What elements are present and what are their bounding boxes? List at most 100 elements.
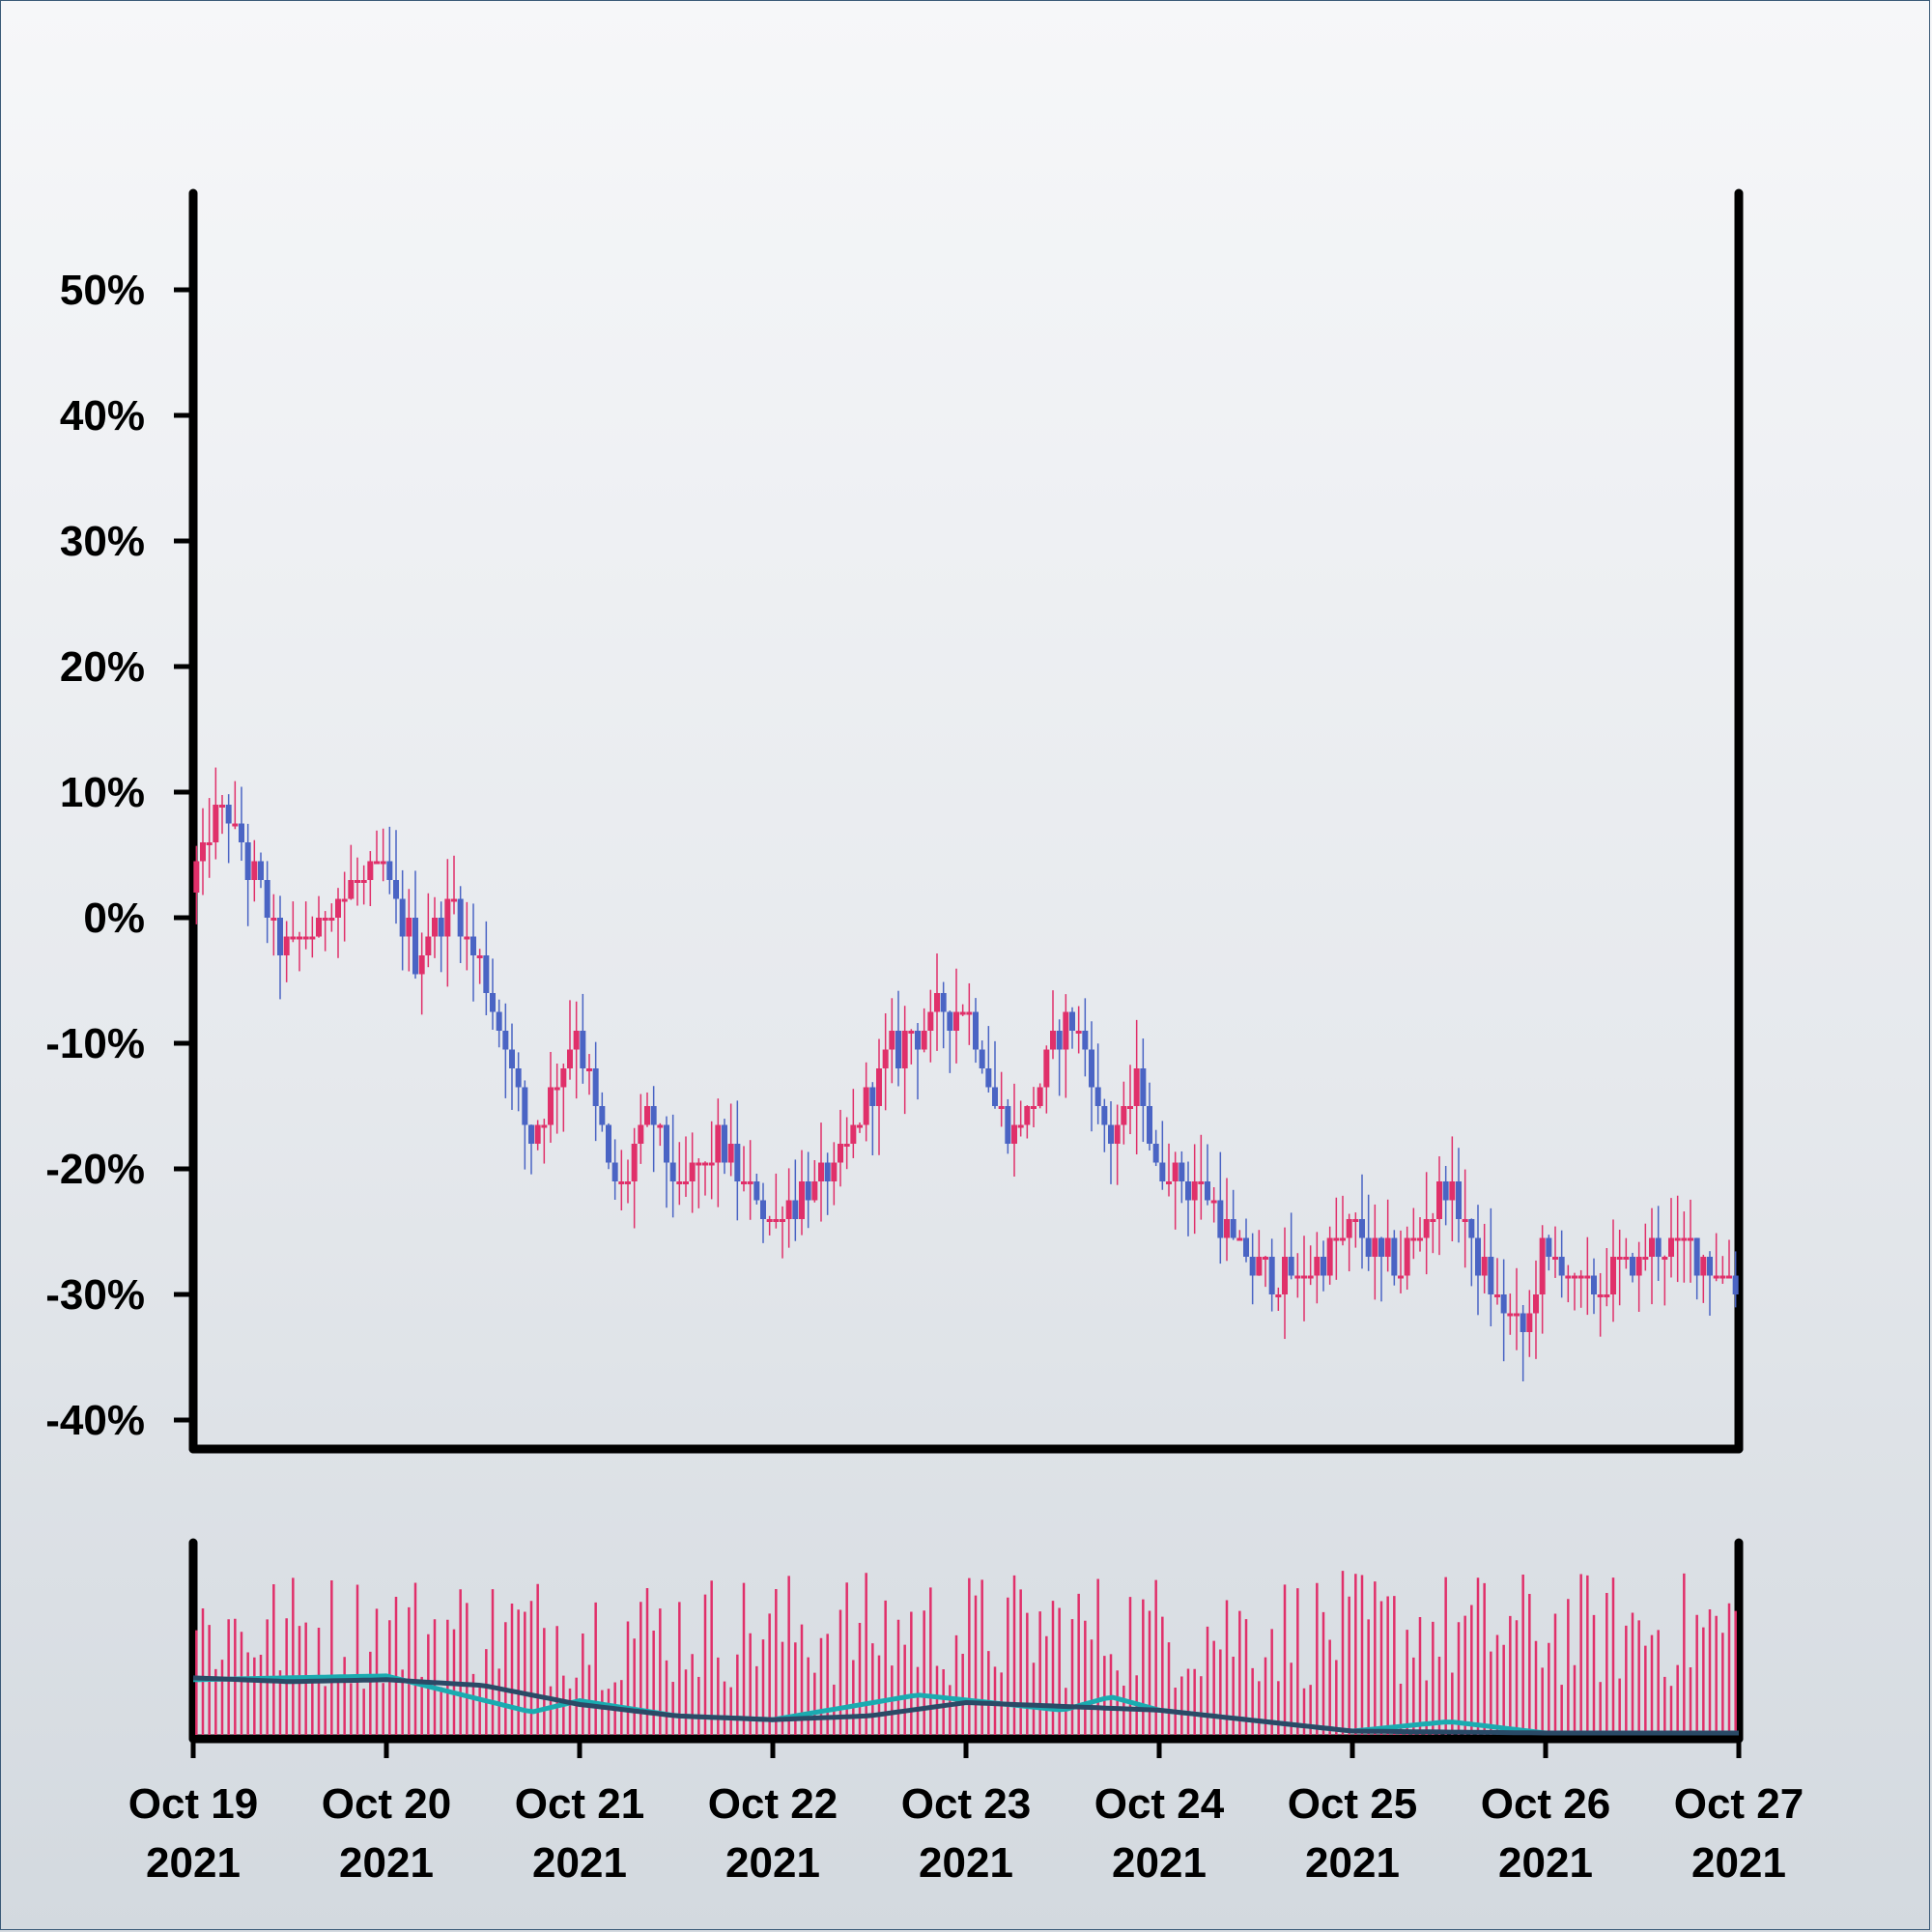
volume-axes xyxy=(188,1538,1744,1744)
candle-body xyxy=(1584,1275,1591,1279)
candle-body xyxy=(998,1106,1005,1109)
candle-body xyxy=(490,993,496,1012)
candle-body xyxy=(669,1162,676,1181)
candle-body xyxy=(1558,1257,1565,1276)
candle-body xyxy=(534,1124,541,1144)
candle-body xyxy=(1674,1237,1681,1241)
candle-body xyxy=(1462,1219,1468,1222)
candle-body xyxy=(341,898,348,902)
candle-body xyxy=(780,1219,785,1222)
candle-body xyxy=(193,861,200,893)
x-tick-label-date: Oct 25 xyxy=(1288,1780,1418,1828)
volume-ma-fast-line xyxy=(192,1673,1739,1736)
candle-body xyxy=(1108,1124,1114,1144)
candle-body xyxy=(1668,1237,1674,1257)
candle-body xyxy=(689,1162,696,1181)
candle-body xyxy=(1384,1237,1391,1257)
candle-body xyxy=(1179,1162,1185,1181)
volume-ma-slow-line xyxy=(192,1675,1739,1736)
candle-body xyxy=(1597,1294,1604,1297)
candle-body xyxy=(1205,1181,1210,1201)
candle-body xyxy=(753,1181,760,1201)
candle-body xyxy=(992,1087,998,1106)
candle-body xyxy=(554,1087,560,1091)
candle-body xyxy=(1577,1275,1584,1279)
candle-body xyxy=(451,898,457,902)
volume-moving-averages xyxy=(192,1673,1739,1736)
x-tick-label-date: Oct 22 xyxy=(708,1780,838,1828)
y-tick-label: 50% xyxy=(60,267,145,314)
x-tick-label-date: Oct 19 xyxy=(128,1780,259,1828)
candle-body xyxy=(592,1068,599,1106)
candle-body xyxy=(509,1049,515,1068)
candle-body xyxy=(722,1124,727,1163)
candle-body xyxy=(573,1031,580,1050)
candle-body xyxy=(1719,1275,1726,1279)
candle-body xyxy=(953,1011,959,1031)
candle-body xyxy=(1417,1237,1423,1241)
candle-body xyxy=(1017,1124,1024,1128)
candle-body xyxy=(1449,1181,1456,1201)
candle-body xyxy=(283,936,290,955)
candle-body xyxy=(1152,1144,1159,1163)
candle-body xyxy=(1610,1257,1616,1294)
candle-body xyxy=(1147,1106,1152,1144)
volume-bars xyxy=(195,1571,1737,1735)
candle-body xyxy=(1539,1237,1546,1294)
candle-body xyxy=(1031,1106,1037,1109)
candle-body xyxy=(1236,1237,1243,1241)
candle-body xyxy=(219,805,225,808)
candle-body xyxy=(1732,1275,1739,1294)
candle-body xyxy=(727,1144,734,1163)
candle-body xyxy=(464,936,470,940)
candle-body xyxy=(1526,1313,1533,1332)
candle-body xyxy=(297,936,302,940)
candle-body xyxy=(1507,1313,1514,1317)
candle-body xyxy=(1198,1181,1205,1184)
candle-body xyxy=(399,898,406,937)
candle-body xyxy=(1552,1257,1558,1260)
candle-body xyxy=(328,918,335,921)
candle-body xyxy=(760,1200,766,1219)
candle-body xyxy=(1140,1068,1147,1106)
candle-body xyxy=(1340,1237,1346,1241)
candle-body xyxy=(901,1031,908,1068)
candle-body xyxy=(973,1011,979,1050)
candle-body xyxy=(702,1162,708,1166)
candle-body xyxy=(831,1162,838,1181)
candle-body xyxy=(244,842,251,880)
candle-body xyxy=(1604,1294,1610,1297)
candle-body xyxy=(683,1181,689,1184)
candle-body xyxy=(567,1049,573,1068)
candle-body xyxy=(1481,1257,1488,1276)
candle-body xyxy=(843,1144,850,1147)
candle-body xyxy=(664,1124,669,1163)
candle-body xyxy=(1630,1257,1635,1276)
candle-body xyxy=(611,1162,618,1181)
candle-body xyxy=(734,1144,741,1181)
x-tick-label-year: 2021 xyxy=(146,1839,241,1887)
x-tick-label-year: 2021 xyxy=(725,1839,820,1887)
candle-body xyxy=(470,936,476,955)
candle-body xyxy=(1082,1031,1089,1050)
candle-body xyxy=(206,842,213,845)
candle-body xyxy=(1043,1049,1050,1088)
candle-body xyxy=(1372,1237,1378,1257)
candle-body xyxy=(1436,1181,1442,1219)
x-tick-label-date: Oct 26 xyxy=(1481,1780,1611,1828)
y-tick-label: -10% xyxy=(45,1020,145,1067)
candle-body xyxy=(1391,1237,1398,1276)
candle-body xyxy=(1307,1275,1314,1279)
candle-body xyxy=(386,861,393,880)
candle-body xyxy=(959,1011,966,1015)
candle-body xyxy=(1037,1087,1043,1106)
x-axis-ticks: Oct 19 2021 Oct 20 2021 Oct 21 2021 Oct 22 2021… xyxy=(128,1739,1804,1887)
candle-body xyxy=(270,918,277,921)
candle-body xyxy=(548,1087,554,1125)
candle-body xyxy=(290,936,297,940)
candle-body xyxy=(251,861,258,880)
candle-body xyxy=(1050,1031,1056,1050)
candle-body xyxy=(921,1031,927,1050)
candle-body xyxy=(676,1181,683,1184)
candle-body xyxy=(1616,1257,1623,1260)
